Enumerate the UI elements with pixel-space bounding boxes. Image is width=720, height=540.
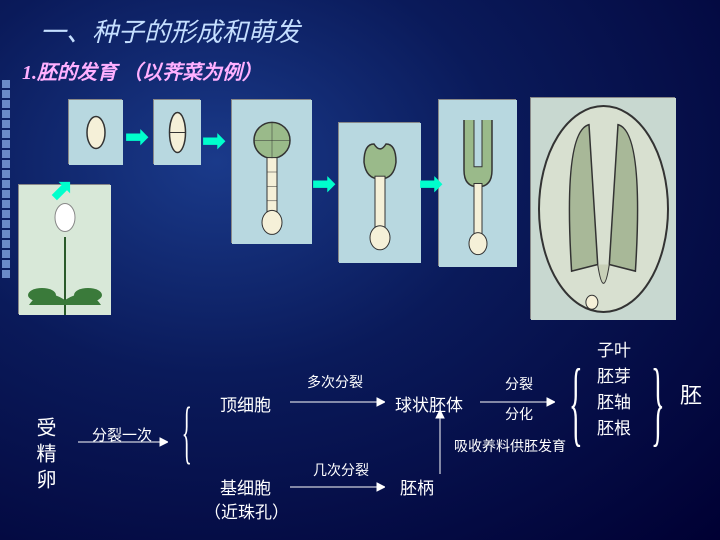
arrow-line-1 [78,437,168,447]
stage-torpedo [438,99,516,266]
stage-heart [338,122,420,262]
arrow-bottom [290,482,385,492]
top-cell: 顶细胞 [220,391,271,416]
sequence-arrow: ➡ [125,120,148,154]
split-label: 分裂 [505,374,533,394]
bottom-result: 胚柄 [400,474,434,499]
part-3: 胚根 [597,414,631,439]
arrow-up [435,410,445,474]
stage-twocell [153,99,200,164]
brace-open-2: { [569,347,583,457]
part-0: 子叶 [597,336,631,361]
brace-open-1: { [182,393,192,473]
bottom-arrow-label: 几次分裂 [313,460,369,480]
decorative-dots [2,80,10,278]
stage-zygote [68,99,122,164]
absorb-label: 吸收养料供胚发育 [454,436,566,456]
arrow-top [290,397,385,407]
stage-mature [530,97,675,319]
sequence-arrow: ➡ [419,167,442,201]
sequence-arrow: ➡ [202,124,225,158]
sequence-arrow: ➡ [312,167,335,201]
bottom-cell: 基细胞 [220,474,271,499]
main-title: 一、种子的形成和萌发 [40,12,300,49]
start-label: 受精卵 [30,417,59,495]
subtitle: 1.胚的发育 （以荠菜为例） [22,56,262,85]
brace-close: } [651,347,665,457]
bottom-note: （近珠孔） [204,498,289,523]
globular-label: 球状胚体 [395,391,463,416]
diff-label: 分化 [505,404,533,424]
part-1: 胚芽 [597,362,631,387]
top-arrow-label: 多次分裂 [307,372,363,392]
part-2: 胚轴 [597,388,631,413]
stage-globular [231,99,311,243]
final-label: 胚 [680,378,702,410]
